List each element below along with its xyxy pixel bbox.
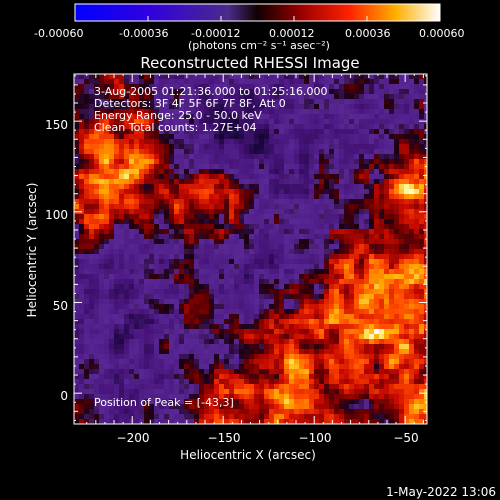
x-tick-label: −150 [208, 431, 241, 445]
x-tick-label: −200 [117, 431, 150, 445]
y-tick-label: 50 [53, 299, 68, 313]
annotation-time-range: 3-Aug-2005 01:21:36.000 to 01:25:16.000 [94, 85, 328, 98]
colorbar-tick-label: 0.00036 [345, 27, 391, 40]
y-tick-label: 150 [45, 118, 68, 132]
chart-title: Reconstructed RHESSI Image [140, 54, 359, 72]
colorbar-tick-label: 0.00060 [419, 27, 465, 40]
timestamp: 1-May-2022 13:06 [386, 485, 496, 499]
heatmap-cells [74, 74, 427, 424]
colorbar-ticks [74, 16, 441, 21]
axis-ticks [74, 74, 427, 424]
colorbar-tick-label: -0.00012 [191, 27, 240, 40]
colorbar-tick-label: -0.00060 [34, 27, 83, 40]
annotation-detectors: Detectors: 3F 4F 5F 6F 7F 8F, Att 0 [94, 97, 286, 110]
y-tick-label: 100 [45, 208, 68, 222]
peak-position-label: Position of Peak = [-43,3] [94, 396, 234, 409]
colorbar-unit-label: (photons cm⁻² s⁻¹ asec⁻²) [188, 39, 330, 52]
annotation-counts: Clean Total counts: 1.27E+04 [94, 121, 257, 134]
colorbar [74, 3, 441, 22]
y-tick-label: 0 [60, 389, 68, 403]
x-tick-label: −100 [299, 431, 332, 445]
colorbar-tick-label: -0.00036 [119, 27, 168, 40]
y-axis-label: Heliocentric Y (arcsec) [25, 183, 39, 318]
x-axis-label: Heliocentric X (arcsec) [180, 448, 316, 462]
colorbar-tick-label: 0.00012 [269, 27, 315, 40]
annotation-energy-range: Energy Range: 25.0 - 50.0 keV [94, 109, 262, 122]
x-tick-label: −50 [393, 431, 418, 445]
